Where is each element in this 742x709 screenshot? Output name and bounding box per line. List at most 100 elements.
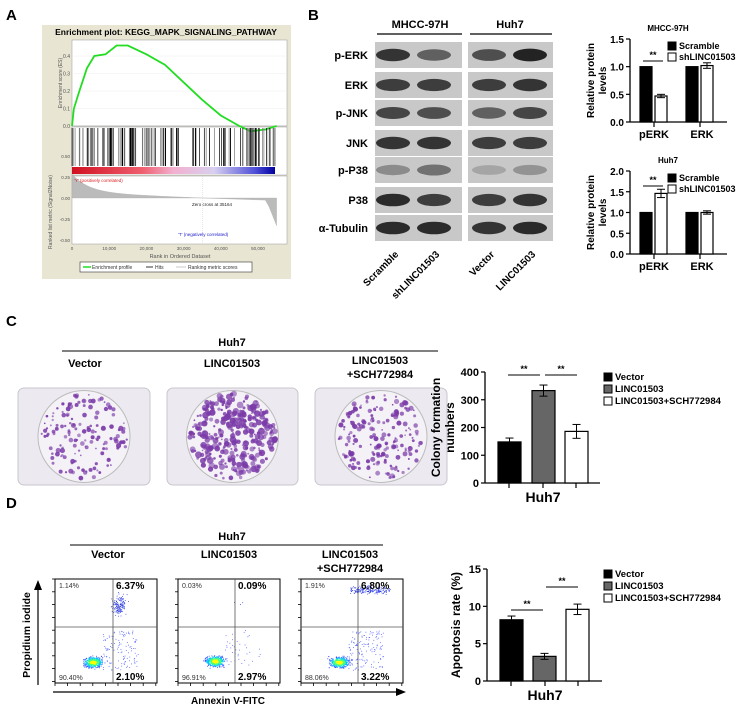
colony-dot bbox=[51, 418, 54, 422]
event-dot bbox=[206, 662, 208, 664]
event-dot bbox=[335, 663, 337, 665]
bar-vector bbox=[499, 619, 524, 682]
event-dot bbox=[216, 659, 218, 661]
colony-dot bbox=[220, 408, 223, 412]
event-dot bbox=[338, 661, 340, 663]
colony-dot bbox=[188, 430, 194, 436]
colony-dot bbox=[74, 452, 76, 455]
colony-dot bbox=[202, 430, 205, 433]
event-dot bbox=[211, 662, 213, 664]
event-dot bbox=[358, 590, 360, 592]
event-dot bbox=[329, 660, 331, 662]
event-dot bbox=[377, 589, 379, 591]
event-dot bbox=[337, 659, 339, 661]
colony-dot bbox=[49, 424, 52, 427]
colony-dot bbox=[193, 449, 197, 453]
y-tick-label: 0.5 bbox=[610, 90, 624, 101]
event-dot bbox=[356, 649, 358, 650]
event-dot bbox=[217, 664, 219, 666]
event-dot bbox=[95, 659, 97, 661]
colony-dot bbox=[407, 458, 410, 460]
panel-label-b: B bbox=[308, 7, 319, 24]
event-dot bbox=[95, 664, 97, 666]
colony-dot bbox=[231, 431, 235, 435]
event-dot bbox=[352, 587, 354, 589]
event-dot bbox=[361, 636, 363, 638]
event-dot bbox=[366, 589, 368, 590]
colony-dot bbox=[411, 439, 415, 443]
colony-dot bbox=[61, 402, 65, 406]
event-dot bbox=[94, 660, 95, 662]
event-dot bbox=[123, 605, 124, 607]
event-dot bbox=[337, 663, 339, 664]
event-dot bbox=[333, 662, 335, 664]
event-dot bbox=[361, 666, 363, 668]
blot-band bbox=[376, 193, 410, 207]
event-dot bbox=[247, 636, 249, 638]
event-dot bbox=[213, 658, 215, 660]
event-dot bbox=[337, 657, 339, 659]
colony-dot bbox=[61, 412, 67, 418]
event-dot bbox=[95, 662, 97, 664]
colony-col-vector: Vector bbox=[68, 358, 102, 370]
event-dot bbox=[209, 664, 211, 665]
event-dot bbox=[351, 590, 352, 592]
colony-dot bbox=[82, 412, 87, 418]
event-dot bbox=[330, 661, 332, 663]
event-dot bbox=[90, 657, 92, 659]
y-tick-label: 200 bbox=[461, 423, 479, 435]
es-plot-area bbox=[71, 39, 288, 127]
event-dot bbox=[97, 666, 98, 668]
event-dot bbox=[87, 661, 89, 663]
event-dot bbox=[345, 661, 347, 663]
event-dot bbox=[92, 659, 94, 661]
colony-dot bbox=[269, 436, 273, 440]
colony-dot bbox=[220, 449, 225, 455]
event-dot bbox=[217, 656, 219, 658]
colony-dot bbox=[249, 433, 254, 438]
event-dot bbox=[361, 654, 363, 656]
event-dot bbox=[335, 661, 337, 663]
event-dot bbox=[340, 658, 342, 660]
event-dot bbox=[228, 664, 230, 666]
flow-plot-frame bbox=[300, 578, 404, 684]
colony-dot bbox=[373, 436, 379, 442]
event-dot bbox=[209, 657, 211, 659]
event-dot bbox=[99, 657, 101, 659]
colony-dot bbox=[91, 475, 96, 480]
event-dot bbox=[343, 661, 345, 663]
event-dot bbox=[208, 659, 210, 661]
colony-dot bbox=[230, 428, 234, 432]
event-dot bbox=[120, 611, 122, 612]
event-dot bbox=[118, 667, 120, 669]
event-dot bbox=[131, 650, 132, 652]
event-dot bbox=[118, 598, 119, 600]
event-dot bbox=[217, 662, 219, 664]
colony-dot bbox=[51, 429, 56, 434]
event-dot bbox=[112, 600, 113, 602]
neg-correlated-label: 'T' (negatively correlated) bbox=[178, 232, 229, 237]
colony-dot bbox=[74, 393, 79, 398]
event-dot bbox=[332, 659, 334, 661]
event-dot bbox=[368, 636, 370, 638]
event-dot bbox=[118, 639, 120, 641]
event-dot bbox=[378, 587, 380, 589]
event-dot bbox=[338, 664, 340, 666]
event-dot bbox=[226, 658, 228, 659]
colony-dot bbox=[349, 430, 353, 435]
event-dot bbox=[232, 644, 233, 646]
event-dot bbox=[213, 660, 215, 662]
colony-dot bbox=[204, 443, 211, 450]
event-dot bbox=[122, 603, 123, 605]
event-dot bbox=[97, 665, 99, 666]
event-dot bbox=[372, 589, 374, 591]
event-dot bbox=[345, 659, 347, 661]
event-dot bbox=[93, 663, 95, 664]
colony-dot bbox=[43, 422, 46, 425]
event-dot bbox=[217, 660, 219, 662]
event-dot bbox=[95, 663, 97, 665]
event-dot bbox=[331, 663, 333, 664]
event-dot bbox=[123, 633, 125, 635]
flow-col-combo-2: +SCH772984 bbox=[317, 563, 384, 575]
event-dot bbox=[340, 661, 341, 663]
